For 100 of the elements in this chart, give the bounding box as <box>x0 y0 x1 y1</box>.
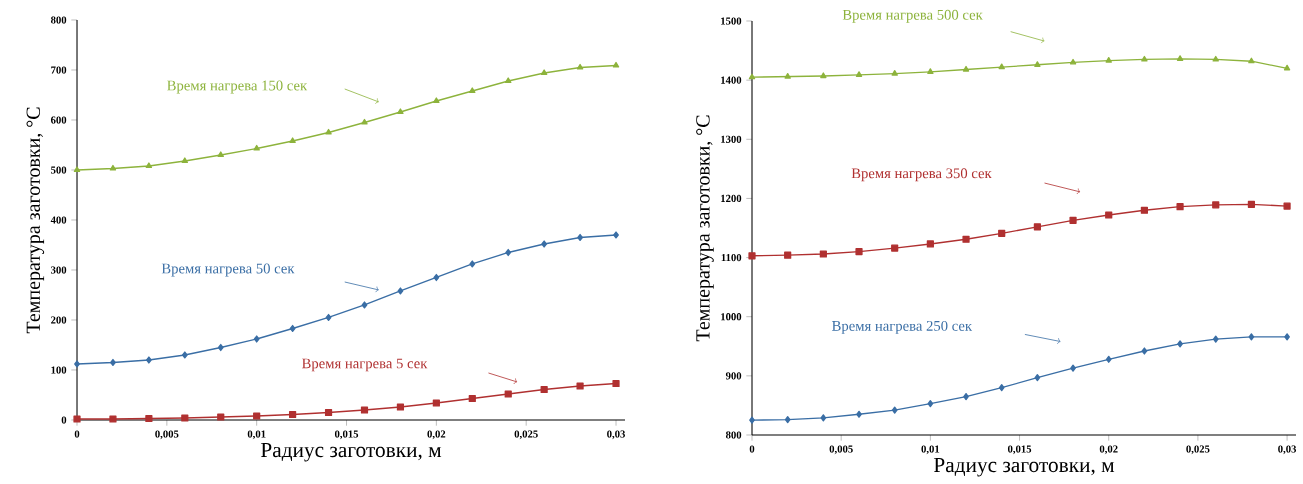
y-tick-label: 1500 <box>721 17 742 25</box>
point <box>891 244 899 252</box>
text: Время нагрева 150 сек <box>167 80 308 94</box>
point <box>613 231 619 239</box>
point <box>181 414 189 422</box>
point <box>325 128 332 135</box>
point <box>504 390 512 398</box>
point <box>540 69 548 76</box>
point <box>927 400 934 408</box>
x-tick-label: 0,025 <box>514 430 538 440</box>
point <box>505 248 512 257</box>
point <box>1070 364 1076 372</box>
point <box>962 65 970 72</box>
x-tick-label: 0,01 <box>247 430 266 440</box>
point <box>433 97 440 104</box>
point <box>820 414 827 422</box>
point <box>217 413 225 421</box>
point <box>784 72 791 79</box>
y-tick-label: 300 <box>51 266 67 274</box>
y-tick-label: 900 <box>725 372 742 380</box>
point <box>1034 61 1041 67</box>
point <box>1248 57 1255 64</box>
point <box>749 416 755 424</box>
y-tick-label: 800 <box>725 431 742 439</box>
point <box>253 335 260 343</box>
point <box>1176 55 1184 61</box>
y-tick-label: 700 <box>51 66 67 74</box>
point <box>74 360 80 368</box>
point <box>217 343 224 352</box>
point <box>1247 200 1256 208</box>
x-tick-label: 0,03 <box>1278 445 1297 455</box>
point <box>891 406 898 414</box>
y-tick-label: 1000 <box>721 313 742 321</box>
text: Время нагрева 50 сек <box>161 263 295 277</box>
point <box>73 166 81 173</box>
point <box>998 63 1005 70</box>
y-tick-label: 1200 <box>721 194 742 203</box>
point <box>1283 202 1291 210</box>
x-tick-label: 0,025 <box>1186 445 1210 455</box>
x-tick-label: 0 <box>749 445 755 453</box>
point <box>324 408 333 417</box>
y-tick-label: 1300 <box>721 135 742 143</box>
point <box>361 118 368 125</box>
point <box>360 406 369 414</box>
point <box>1212 201 1220 209</box>
x-tick-label: 0,015 <box>1007 445 1032 455</box>
point <box>748 73 756 80</box>
point <box>540 385 548 394</box>
point <box>1248 333 1255 341</box>
point <box>1105 355 1112 363</box>
point <box>1033 223 1041 231</box>
point <box>855 248 863 256</box>
point <box>1069 58 1077 65</box>
point <box>820 72 827 79</box>
point <box>468 394 476 403</box>
y-tick-label: 800 <box>50 16 67 24</box>
point <box>109 164 117 171</box>
y-tick-label: 1100 <box>721 253 742 262</box>
point <box>469 260 476 268</box>
point <box>432 399 440 407</box>
point <box>505 77 512 84</box>
y-tick-label: 200 <box>51 316 67 324</box>
point <box>926 240 934 248</box>
point <box>784 416 791 424</box>
point <box>253 412 261 420</box>
x-tick-label: 0,005 <box>155 430 179 440</box>
point <box>109 415 117 423</box>
point <box>1283 64 1291 71</box>
text: Время нагрева 250 сек <box>832 320 973 334</box>
point <box>1141 347 1148 355</box>
point <box>289 410 297 419</box>
y-tick-label: 600 <box>50 116 67 124</box>
point <box>469 87 476 94</box>
point <box>289 324 296 333</box>
point <box>856 410 862 418</box>
x-tick-label: 0 <box>74 430 80 438</box>
x-axis-title: Радиус заготовки, м <box>933 457 1115 477</box>
point <box>891 70 898 76</box>
y-axis-title: Температура заготовки, °С <box>696 115 714 342</box>
point <box>748 252 756 260</box>
x-tick-label: 0,02 <box>427 430 446 440</box>
point <box>576 382 584 390</box>
point <box>1177 340 1183 348</box>
point <box>1212 335 1219 343</box>
y-tick-label: 400 <box>50 216 67 224</box>
point <box>1105 211 1113 219</box>
text: Время нагрева 350 сек <box>851 168 992 182</box>
point <box>433 273 440 282</box>
point <box>1212 55 1219 62</box>
y-tick-label: 500 <box>51 166 67 174</box>
y-tick-label: 1400 <box>721 76 742 84</box>
point <box>396 403 405 411</box>
y-axis-title: Температура заготовки, °С <box>26 107 45 334</box>
point <box>217 151 224 158</box>
point <box>1141 55 1148 62</box>
x-tick-label: 0,01 <box>921 445 940 455</box>
point <box>1105 57 1112 63</box>
y-tick-label: 100 <box>51 366 67 374</box>
point <box>397 287 404 295</box>
x-tick-label: 0,015 <box>334 430 359 440</box>
